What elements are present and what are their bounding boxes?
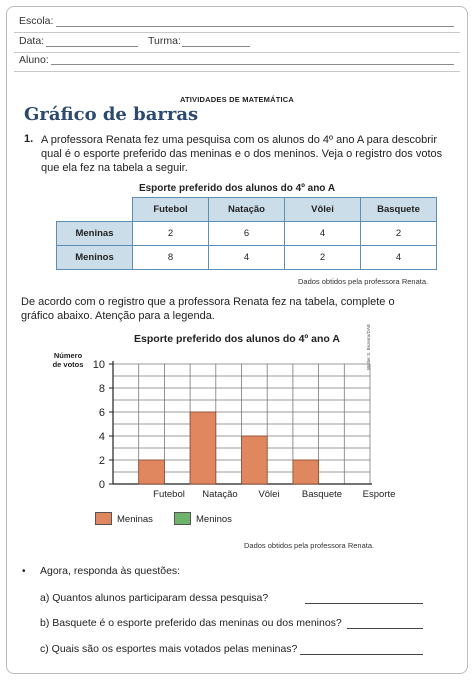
x-tick-label: Vôlei: [258, 489, 279, 500]
escola-field[interactable]: [56, 26, 454, 27]
table-title: Esporte preferido dos alunos do 4º ano A: [138, 183, 336, 194]
page-title: Gráfico de barras: [24, 104, 199, 125]
x-tick-label: Natação: [202, 489, 237, 500]
data-field[interactable]: [46, 46, 138, 47]
exercise-number: 1.: [24, 133, 34, 145]
answer-line-b[interactable]: [347, 628, 423, 629]
aluno-label: Aluno:: [19, 54, 49, 66]
y-axis-label-line: Número: [53, 351, 83, 360]
question-c: c) Quais são os esportes mais votados pe…: [40, 643, 298, 655]
table-cell: 6: [208, 221, 285, 246]
answer-line-c[interactable]: [300, 654, 423, 655]
table-row: Meninos 8 4 2 4: [56, 245, 437, 270]
votes-table: Futebol Natação Vôlei Basquete Meninas 2…: [56, 197, 437, 270]
column-header: Vôlei: [284, 197, 361, 222]
image-credit: Walter S. Bezerra/DAB: [366, 324, 371, 370]
worksheet-frame: [6, 6, 468, 674]
instruction-line: De acordo com o registro que a professor…: [21, 296, 395, 308]
header-divider: [14, 71, 460, 72]
table-source: Dados obtidos pela professora Renata.: [298, 277, 429, 286]
legend-label-meninas: Meninas: [117, 514, 153, 525]
section-kicker: ATIVIDADES DE MATEMÁTICA: [179, 95, 295, 104]
x-axis-label: Esporte: [363, 489, 396, 500]
table-cell: 4: [360, 245, 437, 270]
aluno-field[interactable]: [51, 64, 454, 65]
chart-source: Dados obtidos pela professora Renata.: [244, 541, 375, 550]
y-tick-label: 0: [99, 479, 105, 491]
y-tick-label: 8: [99, 383, 105, 395]
question-a: a) Quantos alunos participaram dessa pes…: [40, 592, 269, 604]
y-tick-label: 10: [93, 359, 105, 371]
y-axis-label-line: de votos: [52, 360, 84, 369]
table-header-row: Futebol Natação Vôlei Basquete: [57, 197, 437, 222]
legend-label-meninos: Meninos: [196, 514, 232, 525]
bar-meninas: [189, 411, 217, 485]
question-b: b) Basquete é o esporte preferido das me…: [40, 617, 342, 629]
x-tick-label: Basquete: [302, 489, 342, 500]
table-cell: 4: [284, 221, 361, 246]
chart-title: Esporte preferido dos alunos do 4º ano A: [134, 333, 340, 345]
table-cell: 2: [360, 221, 437, 246]
table-cell: 2: [284, 245, 361, 270]
bar-meninas: [292, 459, 319, 485]
legend-swatch-meninos: [174, 512, 191, 525]
escola-label: Escola:: [19, 15, 54, 27]
exercise-line: qual é o esporte preferido das meninas e…: [41, 148, 443, 160]
y-tick-label: 6: [99, 407, 105, 419]
questions-intro: Agora, responda às questões:: [40, 565, 181, 577]
row-header: Meninas: [56, 221, 133, 246]
data-label: Data:: [19, 35, 45, 47]
row-header: Meninos: [56, 245, 133, 270]
exercise-line: que ela fez na tabela a seguir.: [41, 162, 188, 174]
table-cell: 8: [132, 245, 209, 270]
exercise-line: A professora Renata fez uma pesquisa com…: [41, 134, 437, 146]
y-axis-label: Número de votos: [40, 351, 96, 369]
y-tick-label: 2: [99, 455, 105, 467]
y-tick-label: 4: [99, 431, 105, 443]
turma-field[interactable]: [182, 46, 250, 47]
header-divider: [14, 52, 460, 53]
bar-meninas: [241, 435, 268, 485]
legend-swatch-meninas: [95, 512, 112, 525]
bullet-icon: •: [22, 566, 26, 577]
bar-meninas: [138, 459, 165, 485]
header-divider: [14, 32, 460, 33]
column-header: Natação: [208, 197, 285, 222]
table-cell: 4: [208, 245, 285, 270]
answer-line-a[interactable]: [305, 603, 423, 604]
instruction-line: gráfico abaixo. Atenção para a legenda.: [21, 310, 215, 322]
turma-label: Turma:: [148, 35, 181, 47]
x-tick-label: Futebol: [153, 489, 185, 500]
